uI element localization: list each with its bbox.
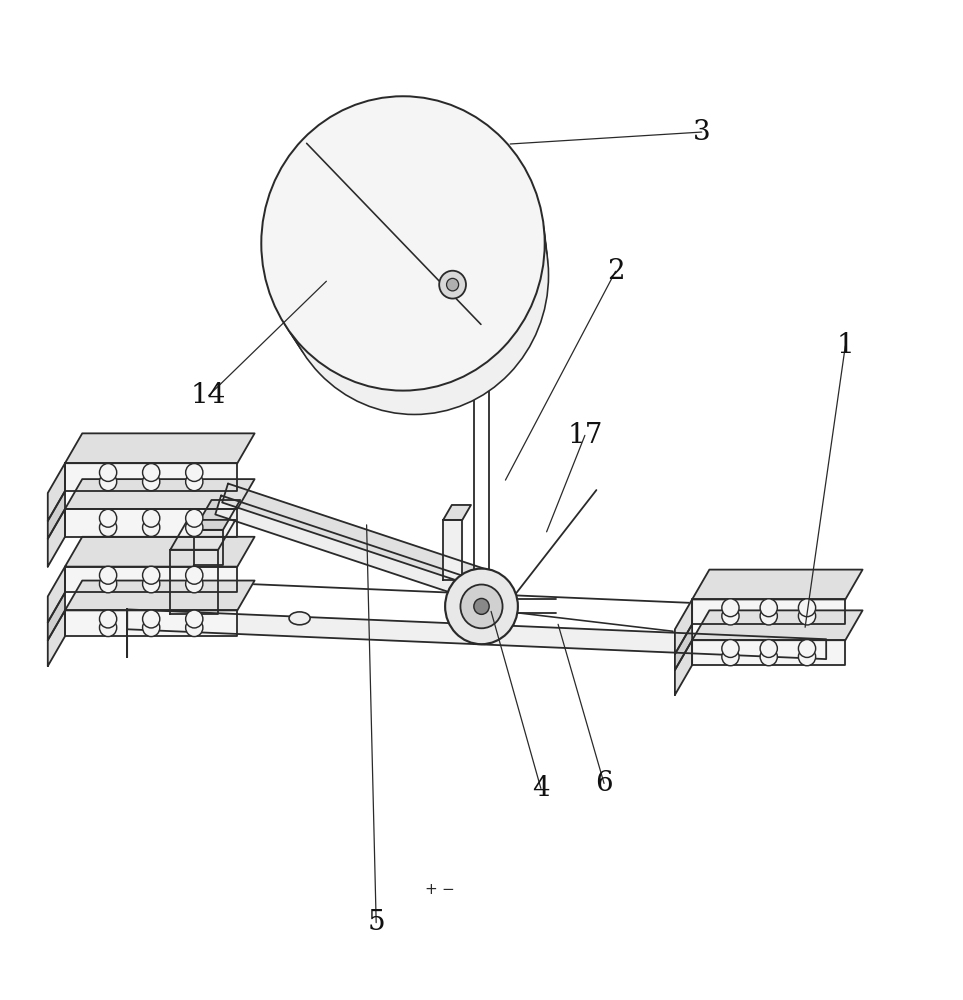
Polygon shape	[195, 530, 223, 565]
Polygon shape	[48, 491, 65, 539]
Circle shape	[439, 271, 466, 299]
Polygon shape	[65, 479, 254, 509]
Polygon shape	[675, 624, 692, 670]
Circle shape	[99, 509, 117, 527]
Polygon shape	[692, 610, 863, 640]
Polygon shape	[222, 484, 488, 589]
Circle shape	[99, 619, 117, 637]
Circle shape	[798, 648, 816, 666]
Circle shape	[275, 126, 548, 409]
Circle shape	[460, 585, 503, 628]
Polygon shape	[692, 570, 863, 599]
Polygon shape	[170, 550, 219, 614]
Circle shape	[280, 136, 549, 414]
Polygon shape	[170, 520, 235, 550]
Circle shape	[99, 519, 117, 536]
Circle shape	[143, 519, 160, 536]
Circle shape	[186, 575, 203, 593]
Polygon shape	[48, 463, 65, 521]
Polygon shape	[65, 581, 254, 610]
Circle shape	[445, 569, 518, 644]
Circle shape	[760, 599, 777, 617]
Polygon shape	[48, 610, 65, 666]
Circle shape	[143, 509, 160, 527]
Polygon shape	[443, 505, 471, 520]
Circle shape	[474, 598, 489, 614]
Circle shape	[186, 619, 203, 637]
Text: 4: 4	[532, 775, 550, 802]
Circle shape	[760, 640, 777, 657]
Circle shape	[143, 610, 160, 628]
Text: 17: 17	[567, 422, 603, 449]
Circle shape	[99, 610, 117, 628]
Text: 3: 3	[693, 119, 711, 146]
Text: 5: 5	[367, 909, 385, 936]
Polygon shape	[675, 599, 692, 654]
Circle shape	[798, 640, 816, 657]
Polygon shape	[65, 610, 237, 636]
Circle shape	[261, 96, 545, 391]
Circle shape	[186, 566, 203, 584]
Circle shape	[186, 519, 203, 536]
Circle shape	[143, 464, 160, 481]
Polygon shape	[48, 509, 65, 567]
Circle shape	[760, 648, 777, 666]
Polygon shape	[127, 609, 826, 659]
Polygon shape	[692, 640, 846, 665]
Circle shape	[798, 607, 816, 625]
Text: 14: 14	[191, 382, 226, 409]
Ellipse shape	[289, 612, 310, 625]
Polygon shape	[65, 463, 237, 491]
Circle shape	[722, 599, 739, 617]
Text: −: −	[442, 882, 455, 897]
Polygon shape	[675, 640, 692, 695]
Polygon shape	[195, 500, 240, 530]
Circle shape	[447, 278, 458, 291]
Circle shape	[798, 599, 816, 617]
Polygon shape	[48, 592, 65, 640]
Circle shape	[186, 509, 203, 527]
Polygon shape	[692, 599, 846, 624]
Polygon shape	[443, 520, 462, 580]
Circle shape	[266, 106, 546, 397]
Polygon shape	[216, 496, 482, 601]
Polygon shape	[65, 567, 237, 592]
Circle shape	[186, 473, 203, 491]
Circle shape	[186, 610, 203, 628]
Circle shape	[722, 607, 739, 625]
Circle shape	[99, 473, 117, 491]
Circle shape	[722, 640, 739, 657]
Polygon shape	[65, 433, 254, 463]
Circle shape	[143, 566, 160, 584]
Circle shape	[186, 464, 203, 481]
Circle shape	[99, 464, 117, 481]
Circle shape	[271, 116, 547, 403]
Text: 2: 2	[607, 258, 624, 285]
Polygon shape	[65, 537, 254, 567]
Polygon shape	[48, 567, 65, 622]
Text: +: +	[425, 882, 437, 897]
Circle shape	[99, 566, 117, 584]
Circle shape	[722, 648, 739, 666]
Text: 1: 1	[837, 332, 854, 359]
Circle shape	[143, 619, 160, 637]
Circle shape	[99, 575, 117, 593]
Circle shape	[143, 473, 160, 491]
Polygon shape	[65, 509, 237, 537]
Circle shape	[143, 575, 160, 593]
Circle shape	[760, 607, 777, 625]
Text: 6: 6	[595, 770, 612, 797]
